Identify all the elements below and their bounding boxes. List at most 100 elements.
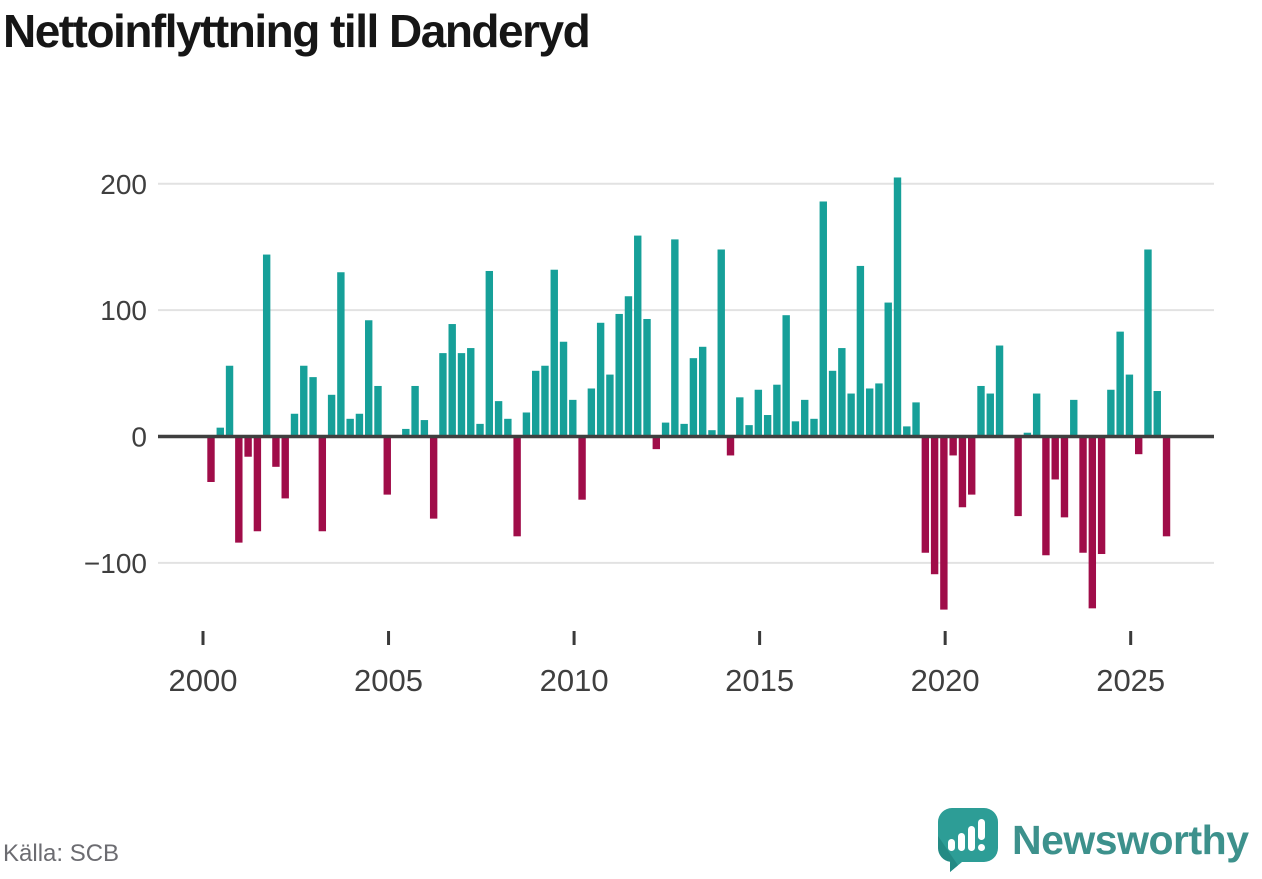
bar-2016-q2 — [810, 418, 818, 437]
bar-2019-q2 — [921, 436, 930, 553]
bar-2000-q4 — [235, 436, 243, 543]
bar-2006-q4 — [457, 353, 466, 437]
bar-2006-q3 — [448, 324, 456, 437]
bar-2012-q1 — [652, 436, 660, 450]
bar-2012-q2 — [661, 422, 670, 437]
bar-2001-q1 — [244, 436, 252, 457]
bar-2004-q3 — [374, 385, 382, 437]
x-label-2010: 2010 — [540, 663, 609, 698]
bar-2010-q4 — [606, 374, 614, 437]
bar-2014-q3 — [745, 425, 753, 437]
bar-2016-q4 — [828, 370, 837, 437]
bar-2011-q3 — [634, 235, 642, 437]
source-note: Källa: SCB — [3, 840, 120, 867]
bar-2015-q3 — [782, 315, 790, 437]
bar-2007-q3 — [485, 270, 494, 437]
bar-2024-q3 — [1116, 331, 1124, 437]
bar-2024-q2 — [1107, 389, 1115, 437]
bar-2009-q1 — [541, 365, 549, 437]
bar-2024-q1 — [1097, 436, 1106, 555]
bar-2000-q2 — [216, 427, 224, 437]
bar-2025-q4 — [1162, 436, 1171, 537]
x-label-2000: 2000 — [169, 663, 238, 698]
bar-2021-q2 — [995, 345, 1004, 437]
bar-2010-q1 — [578, 436, 586, 500]
bar-2015-q4 — [791, 421, 800, 437]
bar-2007-q1 — [467, 348, 475, 437]
bar-2023-q4 — [1088, 436, 1097, 609]
bar-2007-q2 — [476, 423, 484, 437]
bar-2005-q4 — [420, 420, 429, 437]
bar-2020-q1 — [949, 436, 957, 456]
bar-2024-q4 — [1125, 374, 1134, 437]
bar-2021-q1 — [986, 393, 994, 437]
bar-2008-q3 — [522, 412, 531, 437]
y-label-0: 0 — [131, 422, 147, 453]
x-label-2005: 2005 — [354, 663, 423, 698]
page-title: Nettoinflyttning till Danderyd — [3, 5, 591, 57]
bar-2015-q2 — [773, 384, 781, 437]
bar-2003-q2 — [327, 394, 336, 437]
bar-2012-q4 — [680, 423, 688, 437]
bar-2013-q4 — [717, 249, 725, 437]
bar-2025-q1 — [1135, 436, 1143, 455]
bar-2004-q4 — [383, 436, 391, 495]
bar-2007-q4 — [494, 401, 503, 437]
bar-2018-q1 — [875, 383, 883, 437]
bar-2000-q1 — [207, 436, 215, 482]
bar-2019-q4 — [940, 436, 948, 610]
bar-2011-q4 — [643, 318, 651, 437]
bar-2025-q2 — [1144, 249, 1152, 437]
bar-2008-q4 — [532, 370, 540, 437]
bar-2018-q3 — [893, 177, 902, 437]
bar-2014-q1 — [726, 436, 735, 456]
bar-2001-q4 — [272, 436, 280, 467]
bar-2009-q3 — [559, 341, 568, 437]
newsworthy-bubble-chart-icon — [938, 808, 998, 872]
bar-2023-q1 — [1060, 436, 1069, 518]
bar-2012-q3 — [671, 239, 679, 437]
bar-2014-q4 — [754, 389, 763, 437]
bar-2022-q1 — [1023, 432, 1032, 437]
bar-2017-q2 — [847, 393, 855, 437]
newsworthy-logo: Newsworthy — [934, 806, 1249, 874]
bar-2008-q2 — [513, 436, 521, 537]
bar-2001-q2 — [253, 436, 262, 532]
bar-2013-q2 — [698, 346, 707, 437]
bar-2016-q1 — [801, 399, 809, 437]
bar-2011-q2 — [624, 296, 633, 437]
bar-2002-q2 — [290, 413, 299, 437]
bar-2005-q2 — [402, 428, 410, 437]
bar-2017-q3 — [856, 265, 865, 437]
bar-2020-q2 — [958, 436, 967, 508]
bar-2008-q1 — [504, 418, 512, 437]
bar-2004-q1 — [355, 413, 364, 437]
bar-2009-q2 — [550, 269, 558, 437]
x-label-2020: 2020 — [911, 663, 980, 698]
brand-name: Newsworthy — [1012, 816, 1249, 863]
bar-2002-q3 — [300, 365, 308, 437]
bar-2006-q1 — [429, 436, 438, 519]
bar-2023-q2 — [1070, 399, 1078, 437]
bar-2006-q2 — [439, 353, 447, 437]
bar-2020-q3 — [968, 436, 976, 495]
bar-2011-q1 — [615, 313, 623, 437]
bar-2005-q3 — [411, 385, 419, 437]
bar-2020-q4 — [977, 385, 985, 437]
bar-2002-q4 — [309, 377, 317, 437]
bar-2015-q1 — [763, 415, 772, 437]
bar-2019-q1 — [912, 402, 920, 437]
bar-2013-q3 — [708, 430, 716, 437]
bar-2018-q4 — [903, 426, 911, 437]
bar-2025-q3 — [1153, 391, 1161, 437]
bar-2022-q3 — [1042, 436, 1050, 556]
x-label-2025: 2025 — [1096, 663, 1165, 698]
bar-2004-q2 — [365, 320, 373, 437]
bar-2009-q4 — [569, 399, 577, 437]
bar-2002-q1 — [281, 436, 289, 499]
bar-2022-q2 — [1032, 393, 1041, 437]
bar-2000-q3 — [225, 365, 234, 437]
bar-2019-q3 — [930, 436, 939, 575]
bar-2010-q3 — [596, 322, 605, 437]
